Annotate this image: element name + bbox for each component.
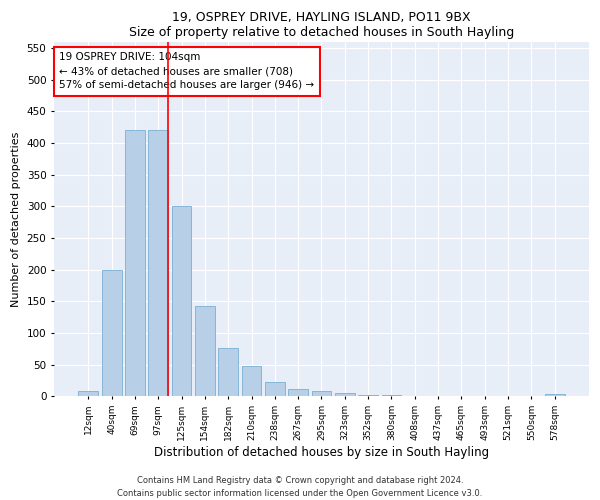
Bar <box>101 270 122 396</box>
Title: 19, OSPREY DRIVE, HAYLING ISLAND, PO11 9BX
Size of property relative to detached: 19, OSPREY DRIVE, HAYLING ISLAND, PO11 9… <box>129 11 514 39</box>
X-axis label: Distribution of detached houses by size in South Hayling: Distribution of detached houses by size … <box>154 446 489 459</box>
Bar <box>125 130 145 396</box>
Bar <box>172 206 191 396</box>
Bar <box>265 382 285 396</box>
Bar <box>358 395 378 396</box>
Bar <box>335 392 355 396</box>
Bar <box>311 392 331 396</box>
Bar <box>195 306 215 396</box>
Bar <box>545 394 565 396</box>
Bar <box>242 366 262 396</box>
Y-axis label: Number of detached properties: Number of detached properties <box>11 132 21 306</box>
Text: 19 OSPREY DRIVE: 104sqm
← 43% of detached houses are smaller (708)
57% of semi-d: 19 OSPREY DRIVE: 104sqm ← 43% of detache… <box>59 52 314 90</box>
Text: Contains HM Land Registry data © Crown copyright and database right 2024.
Contai: Contains HM Land Registry data © Crown c… <box>118 476 482 498</box>
Bar <box>79 392 98 396</box>
Bar <box>218 348 238 397</box>
Bar <box>288 388 308 396</box>
Bar <box>382 395 401 396</box>
Bar <box>148 130 168 396</box>
